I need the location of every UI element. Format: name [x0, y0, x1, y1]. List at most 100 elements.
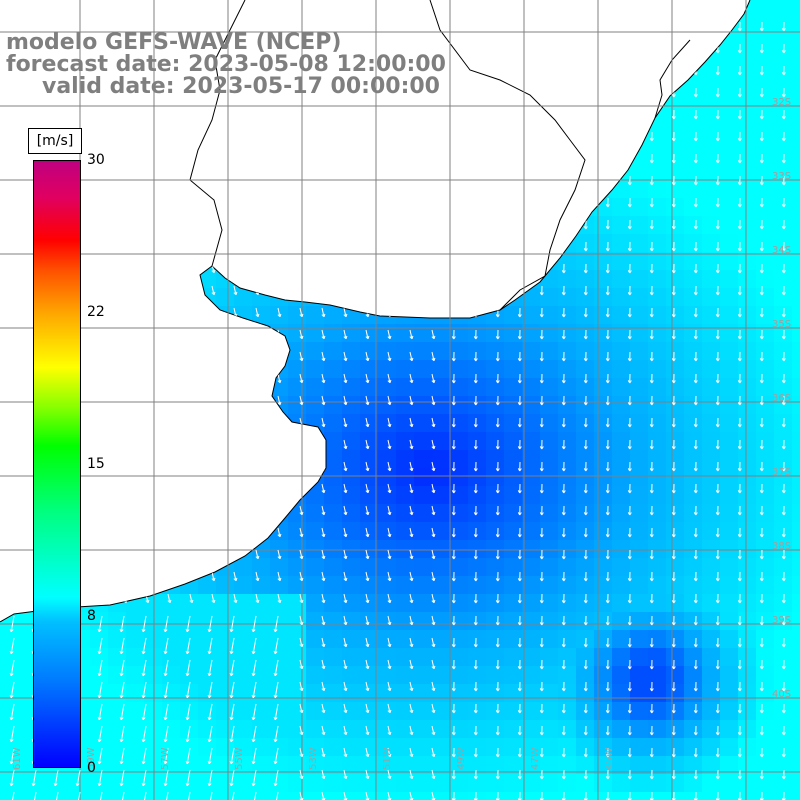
wind-arrow — [299, 571, 304, 582]
wind-arrow — [517, 593, 522, 604]
wind-arrow — [431, 483, 436, 494]
wind-arrow — [299, 659, 304, 670]
wind-arrow — [781, 219, 786, 230]
wind-arrow — [97, 637, 103, 655]
wind-arrow — [251, 769, 257, 787]
wind-arrow — [627, 373, 632, 384]
wind-arrow — [715, 329, 720, 340]
wind-arrow — [185, 659, 191, 677]
wind-arrow — [759, 593, 764, 604]
wind-arrow — [299, 725, 304, 736]
wind-arrow — [321, 417, 326, 428]
wind-arrow — [517, 417, 522, 428]
wind-arrow — [781, 593, 786, 604]
wind-arrow — [141, 681, 147, 699]
wind-arrow — [251, 747, 257, 765]
latitude-label: 39S — [772, 615, 791, 626]
wind-arrow — [141, 615, 147, 633]
wind-arrow — [517, 681, 522, 692]
wind-arrow — [715, 109, 720, 120]
wind-arrow — [583, 439, 588, 450]
wind-arrow — [539, 747, 544, 758]
wind-arrow — [759, 175, 764, 186]
wind-arrow — [473, 769, 478, 780]
wind-arrow — [781, 307, 786, 318]
wind-arrow — [53, 769, 59, 787]
wind-arrow — [583, 219, 588, 230]
wind-arrow — [409, 593, 414, 604]
wind-arrow — [627, 659, 632, 670]
latitude-label: 40S — [772, 689, 791, 700]
wind-arrow — [409, 549, 414, 560]
wind-arrow — [781, 373, 786, 384]
wind-arrow — [473, 593, 478, 604]
wind-arrow — [671, 505, 676, 516]
wind-arrow — [583, 725, 588, 736]
wind-arrow — [561, 439, 566, 450]
wind-arrow — [207, 747, 213, 765]
wind-arrow — [605, 483, 610, 494]
wind-arrow — [321, 593, 326, 604]
wind-arrow — [321, 747, 326, 758]
wind-arrow — [207, 769, 213, 787]
wind-arrow — [605, 351, 610, 362]
wind-arrow — [605, 395, 610, 406]
wind-arrow — [583, 461, 588, 472]
wind-arrow — [539, 769, 544, 780]
wind-arrow — [561, 505, 566, 516]
wind-arrow — [119, 747, 125, 765]
wind-arrow — [605, 329, 610, 340]
wind-arrow — [627, 747, 632, 758]
wind-arrow — [343, 725, 348, 736]
wind-arrow — [737, 747, 742, 758]
wind-arrow — [451, 615, 456, 626]
wind-arrow — [693, 527, 698, 538]
wind-arrow — [473, 417, 478, 428]
wind-arrow — [97, 747, 103, 765]
wind-arrow — [409, 615, 414, 626]
wind-arrow — [321, 395, 326, 406]
wind-arrow — [561, 263, 566, 274]
wind-arrow — [473, 725, 478, 736]
wind-arrow — [759, 131, 764, 142]
wind-arrow — [627, 615, 632, 626]
wind-arrow — [759, 681, 764, 692]
wind-arrow — [781, 263, 786, 274]
wind-arrow — [693, 285, 698, 296]
wind-arrow — [561, 351, 566, 362]
wind-arrow — [715, 725, 720, 736]
wind-arrow — [737, 417, 742, 428]
wind-arrow — [163, 659, 169, 677]
wind-arrow — [561, 483, 566, 494]
wind-arrow — [163, 725, 169, 743]
wind-arrow — [737, 329, 742, 340]
wind-arrow — [759, 43, 764, 54]
wind-arrow — [561, 527, 566, 538]
wind-arrow — [387, 439, 392, 450]
wind-arrow — [207, 703, 213, 721]
wind-arrow — [737, 307, 742, 318]
wind-arrow — [539, 461, 544, 472]
wind-arrow — [431, 329, 436, 340]
wind-arrow — [693, 373, 698, 384]
wind-arrow — [539, 571, 544, 582]
wind-arrow — [671, 131, 676, 142]
wind-arrow — [627, 483, 632, 494]
wind-arrow — [277, 307, 282, 318]
wind-arrow — [451, 659, 456, 670]
wind-arrow — [693, 307, 698, 318]
wind-arrow — [31, 769, 37, 787]
wind-arrow — [185, 747, 191, 765]
wind-arrow — [251, 703, 257, 721]
wind-arrow — [649, 307, 654, 318]
wind-arrow — [759, 505, 764, 516]
wind-arrow — [715, 373, 720, 384]
wind-arrow — [451, 373, 456, 384]
wind-arrow — [185, 703, 191, 721]
wind-arrow — [781, 549, 786, 560]
wind-arrow — [759, 241, 764, 252]
wind-arrow — [627, 417, 632, 428]
wind-arrow — [627, 703, 632, 714]
wind-arrow — [299, 527, 304, 538]
wind-arrow — [781, 65, 786, 76]
